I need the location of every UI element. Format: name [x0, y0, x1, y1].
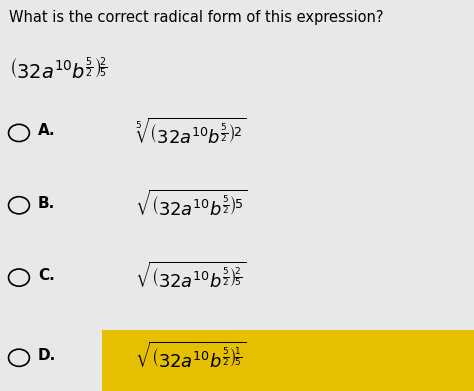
Text: $\left(32a^{10}b^{\frac{5}{2}}\right)^{\!\frac{2}{5}}$: $\left(32a^{10}b^{\frac{5}{2}}\right)^{\… [9, 57, 108, 83]
Text: D.: D. [38, 348, 56, 363]
Text: $\sqrt{\left(32a^{10}b^{\frac{5}{2}}\right)^{\!\frac{1}{5}}}$: $\sqrt{\left(32a^{10}b^{\frac{5}{2}}\rig… [135, 342, 247, 372]
Text: What is the correct radical form of this expression?: What is the correct radical form of this… [9, 10, 384, 25]
Text: $\sqrt[5]{\left(32a^{10}b^{\frac{5}{2}}\right)^{\!2}}$: $\sqrt[5]{\left(32a^{10}b^{\frac{5}{2}}\… [135, 117, 246, 147]
Text: $\sqrt{\left(32a^{10}b^{\frac{5}{2}}\right)^{\!\frac{2}{5}}}$: $\sqrt{\left(32a^{10}b^{\frac{5}{2}}\rig… [135, 262, 247, 292]
FancyBboxPatch shape [102, 330, 474, 391]
Text: A.: A. [38, 123, 55, 138]
Text: $\sqrt{\left(32a^{10}b^{\frac{5}{2}}\right)^{\!5}}$: $\sqrt{\left(32a^{10}b^{\frac{5}{2}}\rig… [135, 190, 248, 220]
Text: C.: C. [38, 268, 55, 283]
Text: B.: B. [38, 196, 55, 210]
